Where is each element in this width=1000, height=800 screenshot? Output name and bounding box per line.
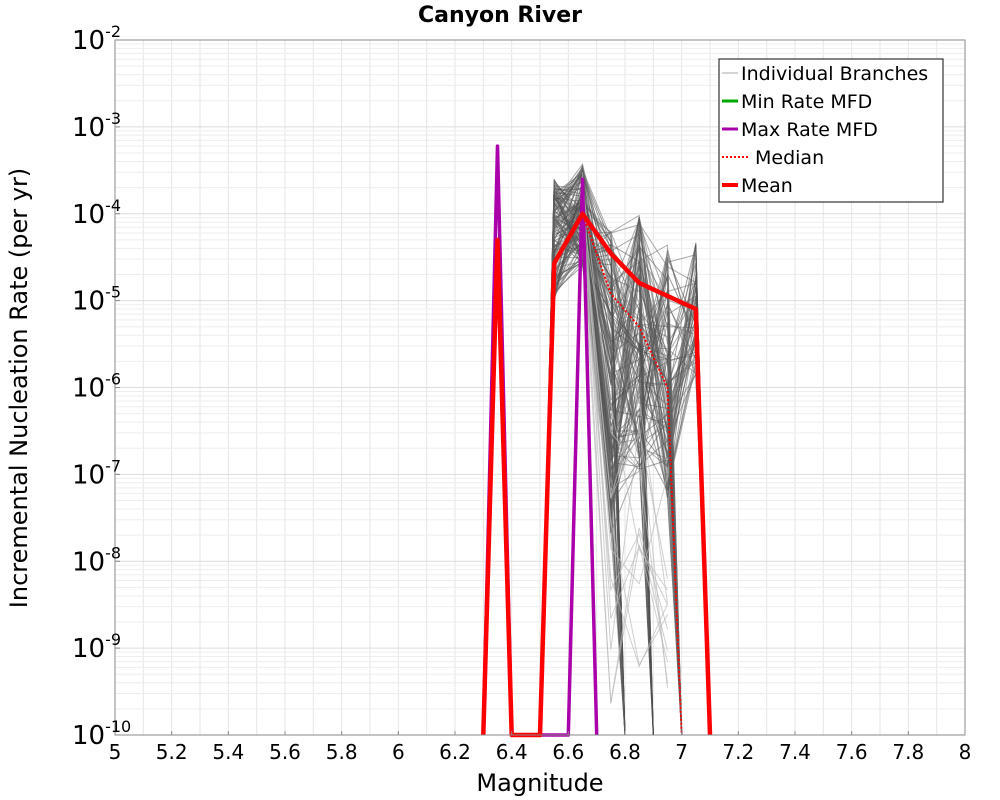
- x-tick-label: 6.6: [552, 740, 584, 764]
- y-tick-label: 10-4: [72, 196, 121, 230]
- branch-line: [582, 219, 668, 704]
- x-tick-label: 7: [675, 740, 688, 764]
- branch-line: [539, 195, 711, 736]
- x-tick-label: 5.8: [326, 740, 358, 764]
- branch-line: [582, 213, 668, 689]
- branch-line: [582, 213, 668, 591]
- y-tick-label: 10-3: [72, 109, 121, 143]
- series-line-mean: [481, 211, 713, 738]
- branch-line: [539, 187, 711, 736]
- x-tick-label: 5.2: [156, 740, 188, 764]
- y-tick-label: 10-2: [72, 22, 121, 56]
- individual-branches: [539, 163, 711, 736]
- legend-item-individual-branches: Individual Branches: [722, 63, 928, 85]
- y-tick-label: 10-8: [72, 543, 121, 577]
- x-axis-title: Magnitude: [476, 769, 603, 797]
- branch-line: [582, 210, 668, 585]
- branch-line: [539, 224, 711, 736]
- x-tick-label: 6.2: [439, 740, 471, 764]
- y-tick-label: 10-5: [72, 283, 121, 317]
- branch-line: [539, 254, 711, 736]
- branch-line: [582, 234, 668, 651]
- y-tick-label: 10-10: [72, 717, 131, 751]
- y-tick-label: 10-7: [72, 456, 121, 490]
- x-tick-label: 8: [959, 740, 972, 764]
- legend-box: [718, 58, 944, 203]
- legend-item-mean: Mean: [722, 175, 793, 197]
- x-tick-label: 7.8: [892, 740, 924, 764]
- x-tick-label: 5.6: [269, 740, 301, 764]
- legend: Individual Branches Min Rate MFD Max Rat…: [718, 58, 944, 203]
- branch-line: [539, 188, 711, 736]
- x-tick-label: 6.8: [609, 740, 641, 764]
- legend-label-min-rate: Min Rate MFD: [741, 91, 872, 113]
- branch-line: [539, 206, 711, 736]
- legend-label-median: Median: [755, 147, 824, 169]
- legend-label-individual-branches: Individual Branches: [741, 63, 928, 85]
- chart-title: Canyon River: [418, 3, 582, 28]
- y-axis-ticks: 10-10 10-9 10-8 10-7 10-6 10-5 10-4 10-3 10-2: [72, 22, 131, 751]
- y-axis-title: Incremental Nucleation Rate (per yr): [5, 168, 33, 608]
- legend-label-max-rate: Max Rate MFD: [741, 119, 878, 141]
- branch-line: [539, 209, 711, 736]
- legend-item-min-rate: Min Rate MFD: [722, 91, 872, 113]
- legend-label-mean: Mean: [741, 175, 793, 197]
- branch-line: [582, 226, 668, 604]
- x-tick-label: 7.4: [779, 740, 811, 764]
- y-tick-label: 10-6: [72, 370, 121, 404]
- x-axis-ticks: 5 5.2 5.4 5.6 5.8 6 6.2 6.4 6.6 6.8 7 7.2 7.4 7.6 7.8 8: [109, 731, 972, 764]
- branch-line: [582, 244, 668, 703]
- x-tick-label: 7.6: [836, 740, 868, 764]
- branch-line: [582, 213, 668, 579]
- x-tick-label: 5: [109, 740, 122, 764]
- x-tick-label: 6.4: [496, 740, 528, 764]
- x-tick-label: 6: [392, 740, 405, 764]
- y-tick-label: 10-9: [72, 630, 121, 664]
- x-tick-label: 7.2: [722, 740, 754, 764]
- branch-line: [539, 244, 711, 736]
- x-tick-label: 5.4: [212, 740, 244, 764]
- legend-item-max-rate: Max Rate MFD: [722, 119, 878, 141]
- legend-item-median: Median: [722, 147, 824, 169]
